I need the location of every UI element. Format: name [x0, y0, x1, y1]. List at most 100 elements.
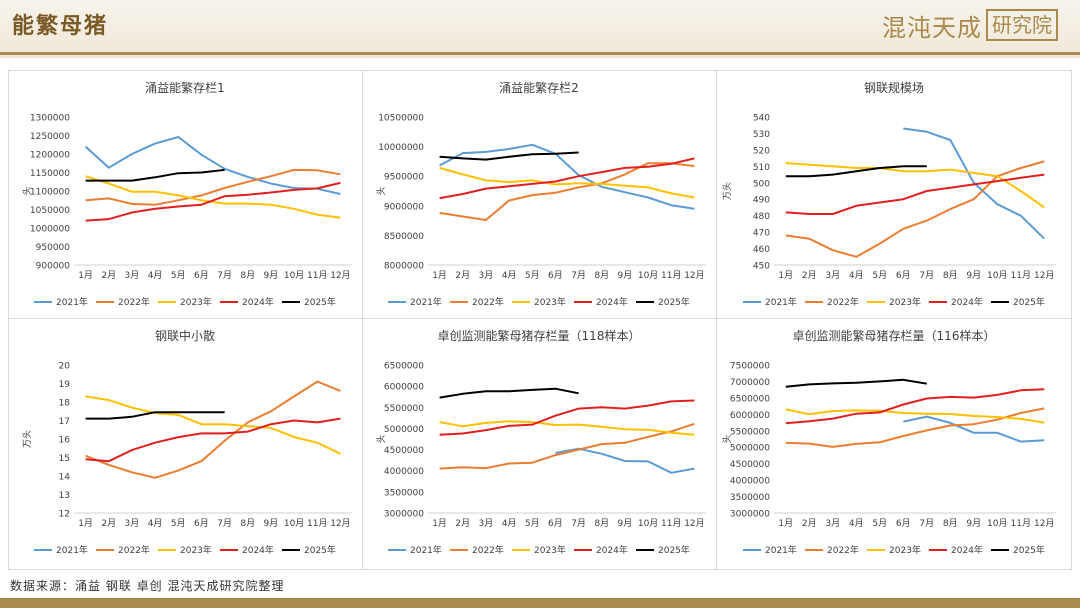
series-line-2025年 — [785, 165, 927, 178]
y-tick-label: 15 — [59, 454, 70, 464]
brand-logo: 混沌天成 研究院 — [882, 8, 1058, 42]
legend-label: 2025年 — [1013, 296, 1045, 308]
y-tick-label: 4000000 — [730, 477, 770, 487]
x-tick-label: 2月 — [101, 270, 116, 281]
y-tick-label: 500 — [753, 179, 770, 189]
legend-label: 2025年 — [658, 544, 690, 556]
legend-label: 2025年 — [304, 544, 336, 556]
x-tick-label: 11月 — [307, 518, 327, 529]
x-tick-label: 8月 — [594, 518, 609, 529]
x-tick-label: 11月 — [661, 270, 681, 281]
footer-band — [0, 598, 1080, 608]
legend-label: 2023年 — [889, 544, 921, 556]
x-tick-label: 2月 — [802, 270, 817, 281]
x-tick-label: 7月 — [217, 518, 232, 529]
x-tick-label: 3月 — [825, 270, 840, 281]
chart-title: 卓创监测能繁母猪存栏量（116样本） — [793, 328, 996, 343]
y-tick-label: 7000000 — [730, 378, 770, 388]
x-tick-label: 5月 — [171, 270, 186, 281]
legend-label: 2023年 — [534, 544, 566, 556]
legend-label: 2022年 — [827, 544, 859, 556]
series-line-2021年 — [903, 415, 1045, 443]
y-tick-label: 18 — [59, 399, 71, 409]
y-tick-label: 9500000 — [384, 173, 424, 183]
series-line-2022年 — [785, 160, 1045, 258]
x-tick-label: 9月 — [264, 270, 279, 281]
y-axis-label: 头 — [376, 434, 387, 443]
y-tick-label: 900000 — [36, 262, 71, 272]
legend-label: 2023年 — [180, 296, 212, 308]
y-tick-label: 16 — [59, 436, 71, 446]
series-line-2022年 — [439, 422, 695, 470]
y-tick-label: 12 — [59, 510, 70, 520]
x-tick-label: 11月 — [1011, 518, 1031, 529]
y-tick-label: 6000000 — [730, 411, 770, 421]
series-line-2025年 — [85, 411, 225, 420]
x-tick-label: 4月 — [849, 518, 864, 529]
series-line-2022年 — [85, 168, 341, 206]
x-tick-label: 11月 — [661, 518, 681, 529]
legend-label: 2023年 — [180, 544, 212, 556]
y-tick-label: 950000 — [36, 243, 71, 253]
y-tick-label: 3000000 — [384, 510, 424, 520]
source-note: 数据来源：涌益 钢联 卓创 混沌天成研究院整理 — [10, 579, 285, 593]
legend-label: 2023年 — [534, 296, 566, 308]
x-tick-label: 5月 — [872, 518, 887, 529]
legend-label: 2025年 — [658, 296, 690, 308]
legend-label: 2022年 — [118, 544, 150, 556]
y-tick-label: 1000000 — [30, 225, 70, 235]
x-tick-label: 5月 — [525, 518, 540, 529]
series-line-2025年 — [85, 168, 225, 182]
y-tick-label: 10000000 — [378, 143, 424, 153]
y-tick-label: 1150000 — [30, 169, 70, 179]
series-line-2022年 — [85, 380, 341, 479]
x-tick-label: 3月 — [825, 518, 840, 529]
y-tick-label: 20 — [59, 362, 71, 372]
y-tick-label: 5500000 — [384, 404, 424, 414]
x-tick-label: 10月 — [638, 270, 658, 281]
logo-main-text: 混沌天成 — [882, 13, 982, 42]
x-tick-label: 1月 — [78, 270, 93, 281]
x-tick-label: 9月 — [618, 270, 633, 281]
legend-label: 2021年 — [765, 296, 797, 308]
x-tick-label: 7月 — [217, 270, 232, 281]
y-tick-label: 520 — [753, 146, 770, 156]
x-tick-label: 2月 — [802, 518, 817, 529]
chart-title: 涌益能繁存栏1 — [145, 80, 225, 95]
y-tick-label: 490 — [753, 196, 770, 206]
y-tick-label: 510 — [753, 163, 770, 173]
legend-label: 2024年 — [596, 296, 628, 308]
x-tick-label: 8月 — [943, 270, 958, 281]
series-line-2024年 — [85, 417, 341, 463]
x-tick-label: 12月 — [684, 518, 704, 529]
legend-label: 2021年 — [56, 544, 88, 556]
y-tick-label: 1300000 — [30, 114, 70, 124]
legend-label: 2024年 — [242, 544, 274, 556]
x-tick-label: 10月 — [987, 518, 1007, 529]
chart-mysteel-small-farms: 钢联中小散 12 13 14 15 16 17 18 19 20 万头 1月 2月 3月 4月 5月 6月 7月 8… — [22, 328, 352, 556]
x-tick-label: 5月 — [872, 270, 887, 281]
series-line-2021年 — [84, 136, 341, 195]
chart-title: 卓创监测能繁母猪存栏量（118样本） — [438, 328, 641, 343]
x-tick-label: 4月 — [148, 518, 163, 529]
x-tick-label: 3月 — [479, 518, 494, 529]
x-tick-label: 4月 — [502, 518, 517, 529]
x-tick-label: 4月 — [502, 270, 517, 281]
x-tick-label: 9月 — [966, 518, 981, 529]
series-line-2022年 — [785, 407, 1045, 448]
legend-label: 2025年 — [304, 296, 336, 308]
x-tick-label: 7月 — [919, 518, 934, 529]
y-tick-label: 1200000 — [30, 151, 70, 161]
series-line-2023年 — [85, 395, 341, 455]
legend-label: 2022年 — [472, 544, 504, 556]
panel-divider — [716, 70, 717, 570]
chart-title: 钢联中小散 — [155, 328, 215, 343]
y-tick-label: 5500000 — [730, 427, 770, 437]
y-axis-label: 万头 — [722, 182, 733, 200]
y-tick-label: 6500000 — [384, 362, 424, 372]
series-line-2023年 — [785, 162, 1045, 209]
x-tick-label: 1月 — [432, 270, 447, 281]
series-line-2022年 — [439, 162, 695, 221]
series-line-2025年 — [439, 151, 579, 161]
header-rule — [0, 52, 1080, 55]
